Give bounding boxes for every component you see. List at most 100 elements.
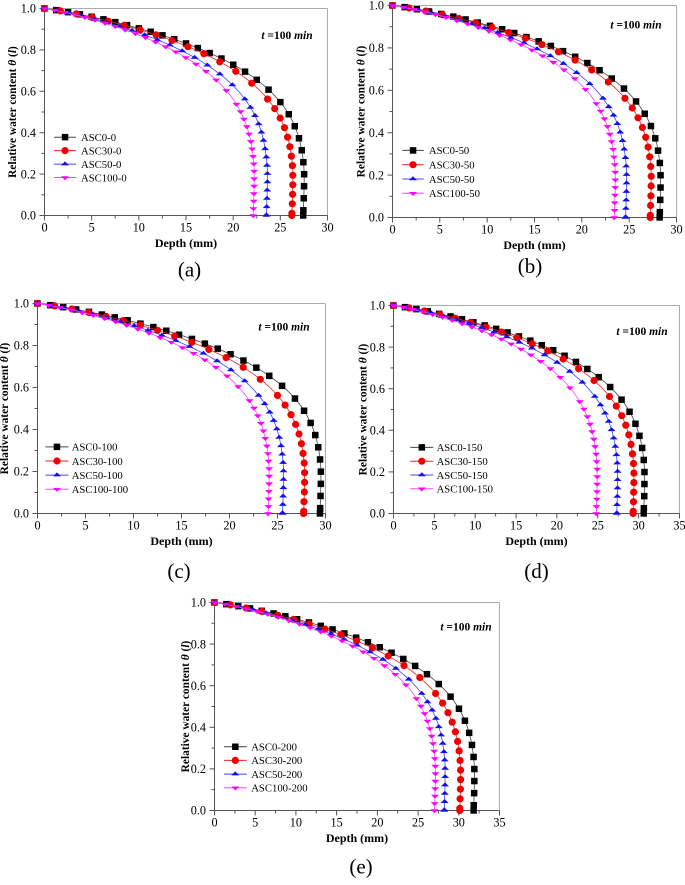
svg-text:ASC100-50: ASC100-50 xyxy=(429,188,480,200)
svg-text:t =100 min: t =100 min xyxy=(261,30,312,42)
svg-text:ASC50-100: ASC50-100 xyxy=(72,470,123,482)
svg-text:Relative water content θ (l): Relative water content θ (l) xyxy=(358,343,370,475)
svg-text:30: 30 xyxy=(319,519,331,533)
svg-text:0.0: 0.0 xyxy=(191,804,206,818)
svg-text:10: 10 xyxy=(481,223,493,237)
svg-text:ASC30-200: ASC30-200 xyxy=(251,755,302,767)
svg-text:(d): (d) xyxy=(524,559,549,583)
svg-text:5: 5 xyxy=(252,816,258,830)
svg-text:30: 30 xyxy=(670,223,682,237)
svg-text:0.0: 0.0 xyxy=(369,211,384,225)
svg-text:t =100 min: t =100 min xyxy=(440,622,491,634)
svg-text:0.0: 0.0 xyxy=(370,507,385,521)
svg-text:0.6: 0.6 xyxy=(14,381,29,395)
svg-text:0.4: 0.4 xyxy=(370,424,385,438)
svg-text:ASC0-200: ASC0-200 xyxy=(251,742,297,754)
svg-text:0.2: 0.2 xyxy=(369,168,384,182)
svg-text:(b): (b) xyxy=(518,254,543,278)
svg-text:ASC50-200: ASC50-200 xyxy=(251,769,302,781)
svg-text:20: 20 xyxy=(371,816,383,830)
svg-text:0.2: 0.2 xyxy=(191,762,206,776)
svg-text:1.0: 1.0 xyxy=(370,299,385,313)
svg-text:0.8: 0.8 xyxy=(369,41,384,55)
svg-text:t =100 min: t =100 min xyxy=(616,326,667,338)
svg-text:ASC30-100: ASC30-100 xyxy=(72,456,123,468)
svg-text:15: 15 xyxy=(180,221,192,235)
svg-text:5: 5 xyxy=(89,221,95,235)
svg-text:ASC0-50: ASC0-50 xyxy=(429,145,469,157)
svg-text:ASC50-50: ASC50-50 xyxy=(429,174,475,186)
svg-text:Depth (mm): Depth (mm) xyxy=(505,534,567,548)
svg-text:0.8: 0.8 xyxy=(21,43,36,57)
svg-text:20: 20 xyxy=(227,221,239,235)
svg-text:20: 20 xyxy=(223,519,235,533)
svg-text:25: 25 xyxy=(271,519,283,533)
svg-text:0.8: 0.8 xyxy=(14,339,29,353)
svg-text:0.2: 0.2 xyxy=(370,465,385,479)
svg-text:20: 20 xyxy=(551,519,563,533)
svg-text:0.6: 0.6 xyxy=(370,382,385,396)
svg-text:t =100 min: t =100 min xyxy=(610,20,661,32)
svg-text:1.0: 1.0 xyxy=(369,0,384,13)
svg-text:0: 0 xyxy=(390,519,396,533)
svg-text:ASC30-0: ASC30-0 xyxy=(81,145,121,157)
svg-text:0.6: 0.6 xyxy=(191,679,206,693)
svg-text:10: 10 xyxy=(469,519,481,533)
svg-text:1.0: 1.0 xyxy=(14,297,29,311)
svg-text:Depth (mm): Depth (mm) xyxy=(155,236,217,250)
svg-text:15: 15 xyxy=(510,519,522,533)
svg-text:(c): (c) xyxy=(167,559,190,583)
svg-text:ASC100-200: ASC100-200 xyxy=(251,783,307,795)
svg-text:ASC100-150: ASC100-150 xyxy=(437,484,493,496)
svg-text:0.4: 0.4 xyxy=(14,423,29,437)
svg-text:0: 0 xyxy=(389,223,395,237)
svg-text:Relative water content θ (l): Relative water content θ (l) xyxy=(7,46,19,178)
svg-text:(a): (a) xyxy=(178,258,201,282)
svg-text:0.0: 0.0 xyxy=(14,507,29,521)
svg-text:0.2: 0.2 xyxy=(21,167,36,181)
svg-text:35: 35 xyxy=(493,816,505,830)
svg-text:0.2: 0.2 xyxy=(14,465,29,479)
svg-text:0: 0 xyxy=(211,816,217,830)
svg-text:Relative water content θ (l): Relative water content θ (l) xyxy=(356,45,368,177)
svg-text:1.0: 1.0 xyxy=(21,2,36,16)
svg-text:ASC0-0: ASC0-0 xyxy=(81,132,116,144)
svg-text:ASC100-100: ASC100-100 xyxy=(72,484,128,496)
svg-text:0.8: 0.8 xyxy=(370,340,385,354)
svg-text:0.4: 0.4 xyxy=(191,721,206,735)
svg-text:25: 25 xyxy=(592,519,604,533)
svg-text:ASC30-50: ASC30-50 xyxy=(429,160,475,172)
svg-text:35: 35 xyxy=(673,519,685,533)
svg-text:25: 25 xyxy=(274,221,286,235)
svg-text:0.0: 0.0 xyxy=(21,209,36,223)
svg-text:5: 5 xyxy=(431,519,437,533)
svg-text:0: 0 xyxy=(34,519,40,533)
svg-text:0.4: 0.4 xyxy=(369,126,384,140)
svg-text:0.8: 0.8 xyxy=(191,637,206,651)
svg-text:10: 10 xyxy=(133,221,145,235)
svg-text:5: 5 xyxy=(437,223,443,237)
svg-text:10: 10 xyxy=(290,816,302,830)
svg-text:(e): (e) xyxy=(349,855,372,879)
svg-text:0.6: 0.6 xyxy=(21,85,36,99)
svg-text:10: 10 xyxy=(127,519,139,533)
svg-text:Depth (mm): Depth (mm) xyxy=(326,831,388,845)
svg-text:t =100 min: t =100 min xyxy=(258,322,309,334)
svg-text:ASC50-0: ASC50-0 xyxy=(81,159,121,171)
svg-text:1.0: 1.0 xyxy=(191,596,206,610)
svg-text:Depth (mm): Depth (mm) xyxy=(503,238,565,252)
svg-text:0.4: 0.4 xyxy=(21,126,36,140)
svg-text:15: 15 xyxy=(331,816,343,830)
svg-text:15: 15 xyxy=(528,223,540,237)
svg-text:20: 20 xyxy=(576,223,588,237)
svg-text:30: 30 xyxy=(321,221,333,235)
svg-text:15: 15 xyxy=(175,519,187,533)
svg-text:Depth (mm): Depth (mm) xyxy=(150,534,212,548)
svg-text:0: 0 xyxy=(41,221,47,235)
svg-text:30: 30 xyxy=(453,816,465,830)
svg-text:ASC0-100: ASC0-100 xyxy=(72,442,118,454)
svg-text:Relative water content θ (l): Relative water content θ (l) xyxy=(0,342,11,474)
svg-text:25: 25 xyxy=(623,223,635,237)
svg-text:Relative water content θ (l): Relative water content θ (l) xyxy=(180,640,192,772)
svg-text:ASC100-0: ASC100-0 xyxy=(81,172,127,184)
